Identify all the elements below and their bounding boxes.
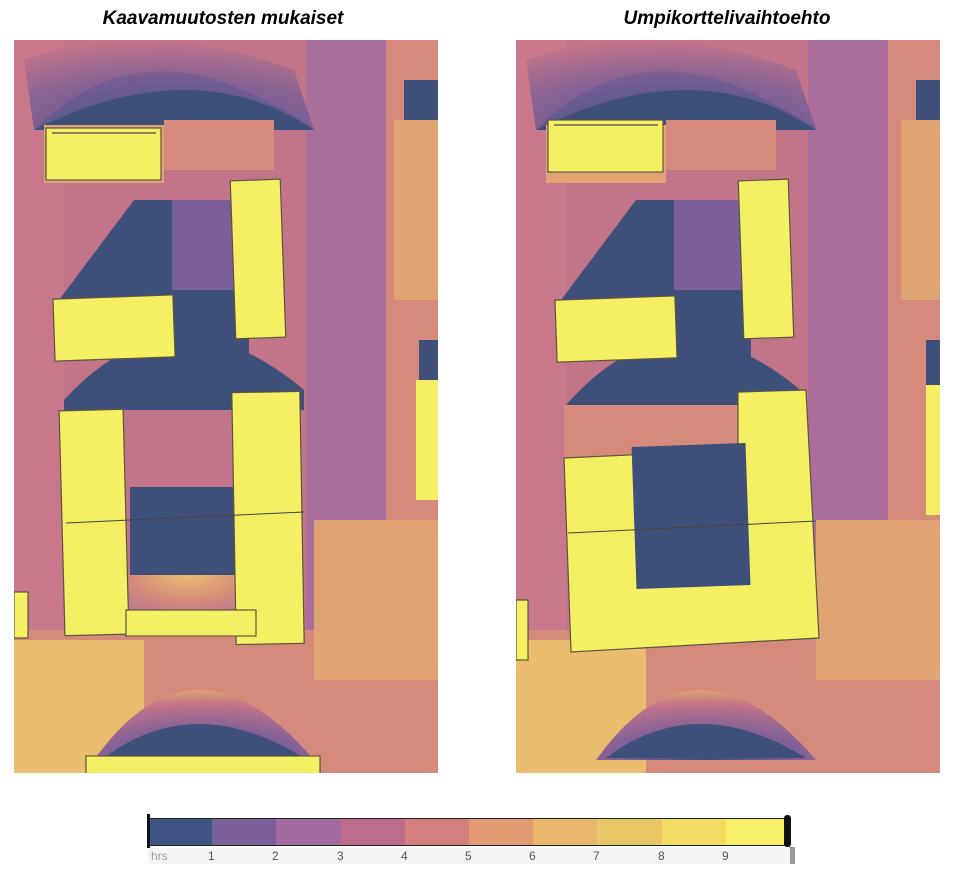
legend-swatch: [276, 819, 341, 845]
shadow-courtyard: [631, 443, 751, 589]
building: [58, 408, 130, 637]
building: [547, 119, 664, 173]
legend-tick-label: 2: [272, 849, 279, 863]
scale-end-tail: [789, 847, 795, 864]
legend-swatch: [212, 819, 277, 845]
building: [85, 755, 321, 773]
shadow-middle: [59, 200, 179, 310]
building: [52, 294, 176, 362]
legend-swatch: [725, 819, 791, 845]
legend-tick-label: 3: [337, 849, 344, 863]
legend-swatch: [404, 819, 470, 845]
building: [231, 390, 305, 646]
shadow-courtyard: [130, 487, 252, 575]
building: [737, 178, 795, 340]
legend-tick-label: 1: [208, 849, 215, 863]
scale-start-marker: [147, 814, 150, 848]
color-scale-bar: [148, 818, 791, 846]
building: [229, 178, 287, 340]
right-panel-title: Umpikorttelivaihtoehto: [623, 8, 831, 29]
building: [554, 295, 678, 363]
sunlight-map-closed-block: [516, 40, 940, 773]
scale-end-handle: [784, 815, 791, 847]
sunlight-map-zoning-scheme: [14, 40, 438, 773]
sunlight-hours-legend: hrs 1 2 3 4 5 6 7 8 9: [147, 814, 796, 864]
legend-tick-label: 7: [593, 849, 600, 863]
legend-tick-label: 4: [401, 849, 408, 863]
legend-tick-label: 8: [658, 849, 665, 863]
legend-swatch: [340, 819, 405, 845]
building: [125, 609, 257, 637]
building: [45, 127, 162, 181]
legend-tick-label: 5: [465, 849, 472, 863]
legend-swatch: [597, 819, 662, 845]
left-panel-title: Kaavamuutosten mukaiset: [102, 8, 344, 29]
legend-swatch: [533, 819, 598, 845]
legend-swatch: [661, 819, 726, 845]
legend-tick-label: 9: [722, 849, 729, 863]
building: [14, 591, 29, 639]
legend-tick-label: 6: [529, 849, 536, 863]
legend-swatch: [469, 819, 534, 845]
scale-labels: hrs 1 2 3 4 5 6 7 8 9: [148, 848, 790, 864]
unit-label: hrs: [151, 849, 168, 863]
building: [516, 599, 529, 661]
shadow-middle: [561, 200, 681, 310]
legend-swatch: [148, 819, 213, 845]
